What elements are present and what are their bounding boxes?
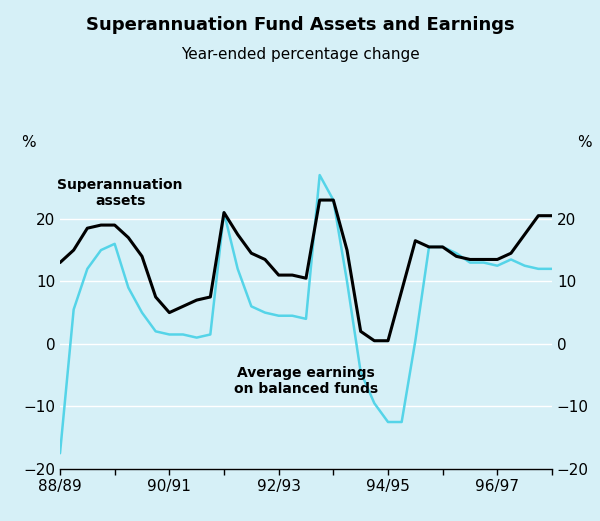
Text: Average earnings
on balanced funds: Average earnings on balanced funds: [234, 366, 378, 396]
Text: Year-ended percentage change: Year-ended percentage change: [181, 47, 419, 62]
Text: Superannuation Fund Assets and Earnings: Superannuation Fund Assets and Earnings: [86, 16, 514, 34]
Text: %: %: [577, 135, 592, 150]
Text: Superannuation
assets: Superannuation assets: [58, 178, 183, 208]
Text: %: %: [20, 135, 35, 150]
